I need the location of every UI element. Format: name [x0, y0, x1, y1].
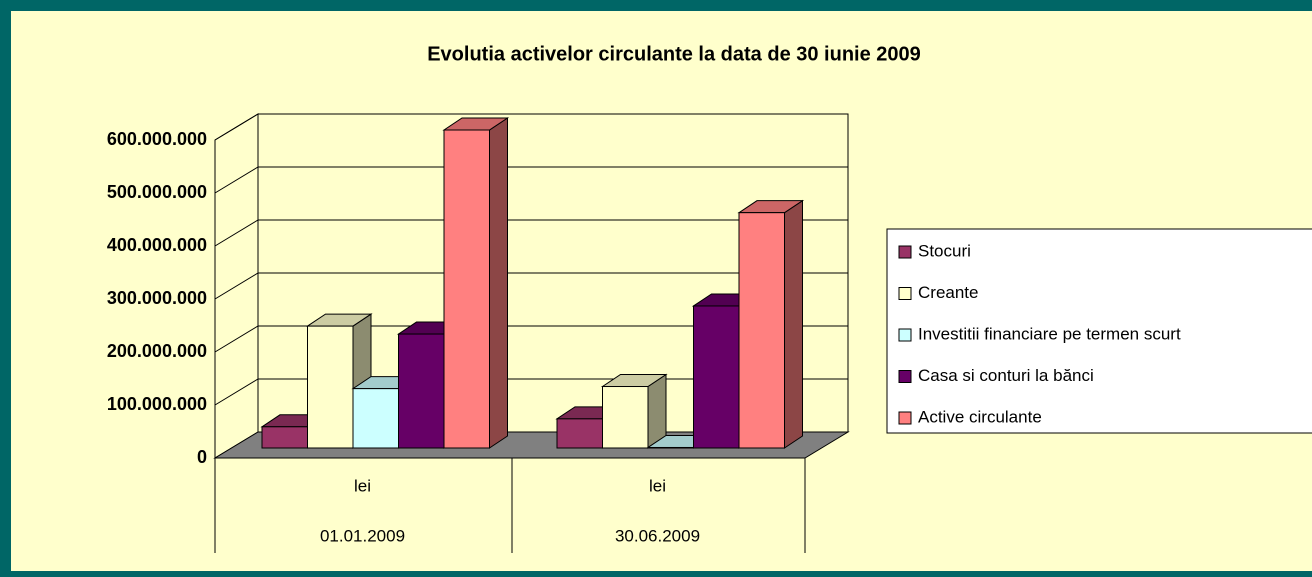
y-tick-label: 0	[197, 447, 207, 467]
legend-label: Investitii financiare pe termen scurt	[918, 324, 1181, 343]
legend-label: Creante	[918, 283, 978, 302]
bar-front	[693, 305, 740, 449]
grid-line	[214, 113, 848, 141]
bar	[442, 117, 510, 449]
y-tick-label: 600.000.000	[107, 129, 207, 149]
legend-swatch	[898, 328, 912, 342]
bar	[600, 373, 668, 449]
chart-title: Evolutia activelor circulante la data de…	[427, 43, 921, 65]
grid-line	[214, 219, 848, 247]
grid-line	[214, 325, 848, 353]
bar	[737, 199, 805, 449]
y-tick-label: 200.000.000	[107, 341, 207, 361]
y-tick-label: 100.000.000	[107, 394, 207, 414]
bar-front	[443, 129, 490, 449]
y-tick-label: 400.000.000	[107, 235, 207, 255]
x-tick-label: 30.06.2009	[615, 526, 700, 545]
x-tick-label: lei	[649, 476, 666, 495]
legend	[886, 228, 1312, 434]
legend-swatch	[898, 370, 912, 383]
legend-label: Active circulante	[918, 407, 1042, 426]
bar-front	[647, 446, 694, 449]
bar-side	[489, 117, 508, 449]
bar-front	[556, 418, 603, 449]
bar-front	[738, 212, 785, 449]
legend-swatch	[898, 411, 912, 425]
grid-line	[214, 272, 848, 300]
legend-swatch	[898, 245, 912, 259]
x-tick-label: lei	[354, 476, 371, 495]
bar-front	[261, 426, 308, 449]
y-tick-label: 500.000.000	[107, 182, 207, 202]
bar-front	[307, 325, 354, 449]
bar-front	[352, 388, 399, 449]
y-tick-label: 300.000.000	[107, 288, 207, 308]
legend-label: Casa si conturi la bănci	[918, 366, 1094, 385]
bar-side	[784, 199, 803, 449]
legend-label: Stocuri	[918, 241, 971, 260]
bar-front	[398, 333, 445, 449]
bar-front	[602, 386, 649, 449]
legend-swatch	[898, 287, 912, 300]
grid-line	[214, 166, 848, 194]
x-tick-label: 01.01.2009	[320, 526, 405, 545]
